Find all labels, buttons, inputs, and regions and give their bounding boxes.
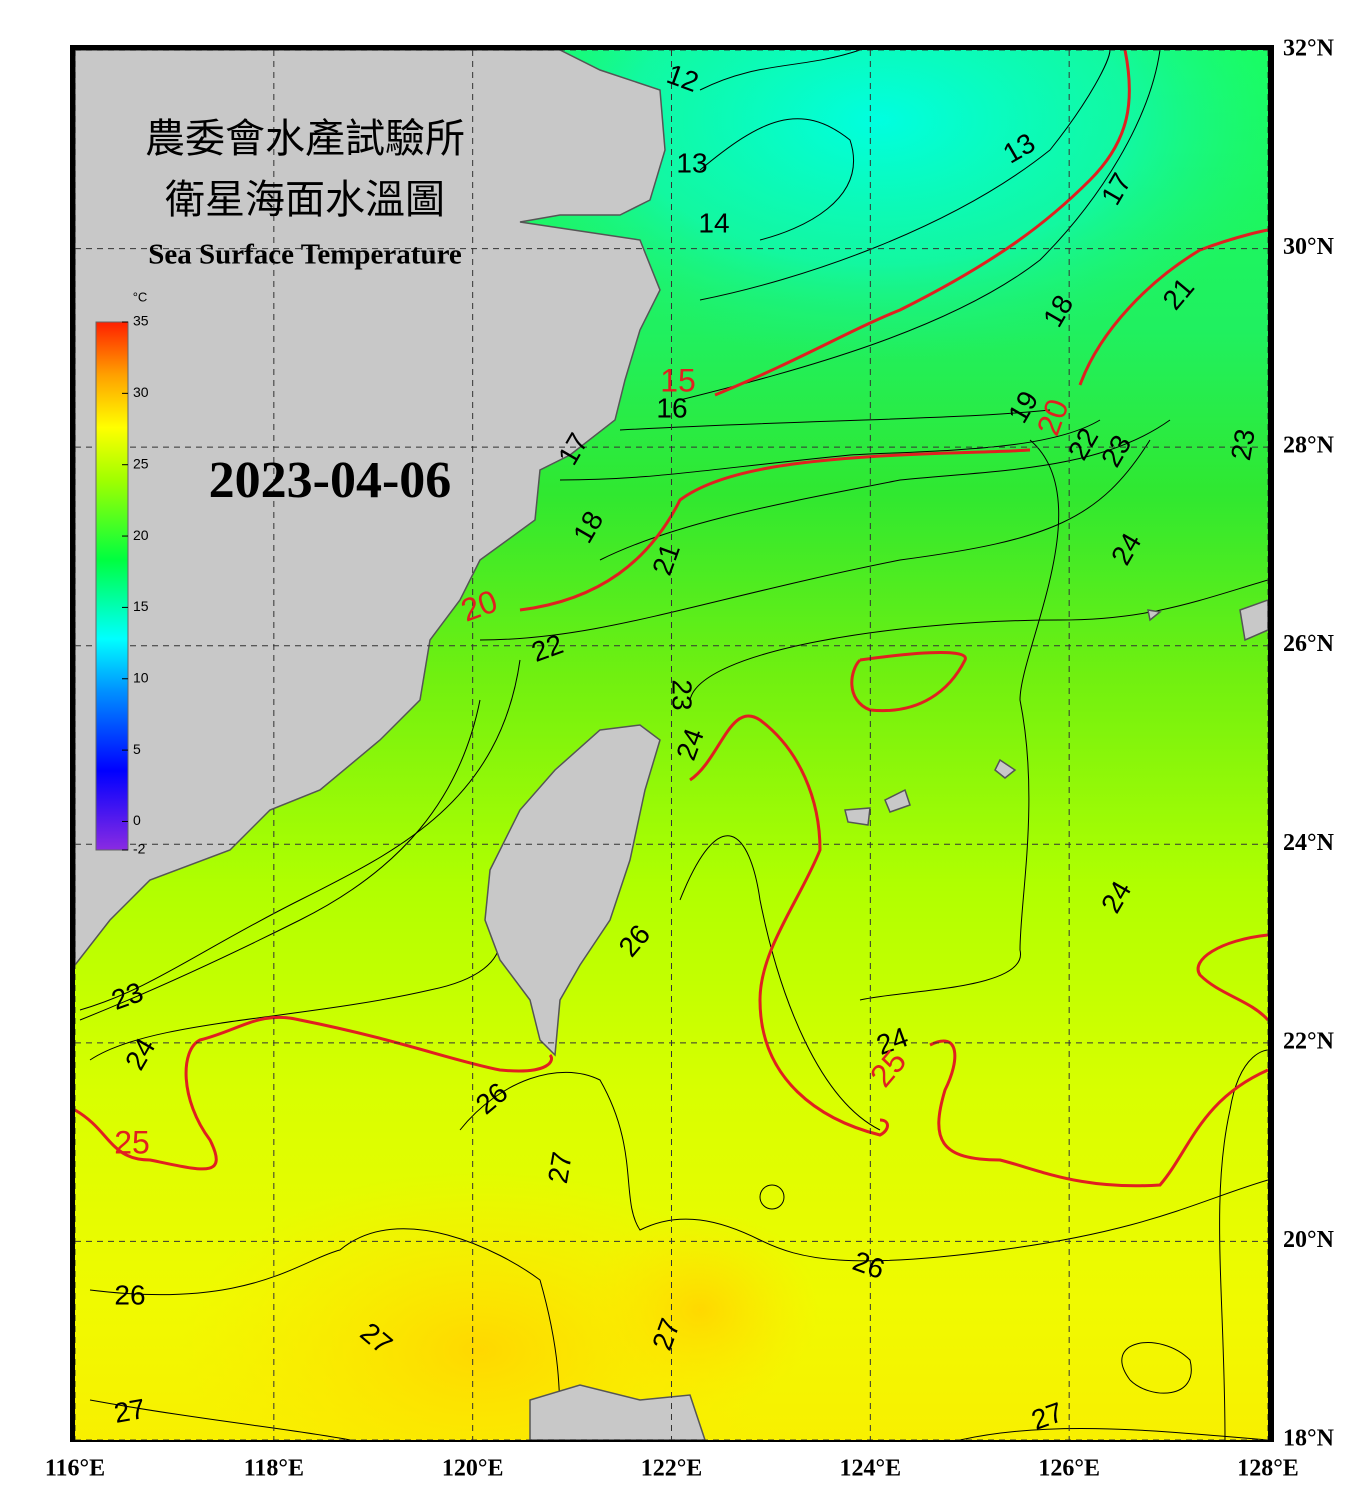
colorbar-tick-label: 5 — [133, 741, 141, 757]
graticule — [75, 50, 1268, 1440]
land — [75, 50, 1268, 1440]
lat-label: 32°N — [1283, 36, 1335, 62]
colorbar-tick-label: 35 — [133, 313, 149, 329]
lat-label: 26°N — [1283, 631, 1335, 657]
isotherms — [79, 50, 1268, 1440]
colorbar-unit: °C — [133, 289, 148, 304]
contour-label: 26 — [114, 1279, 145, 1310]
lon-label: 122°E — [641, 1456, 703, 1482]
lat-label: 20°N — [1283, 1227, 1335, 1253]
colorbar-ticks: 35 30 25 20 15 10 5 0 -2 — [122, 313, 149, 857]
colorbar-tick-label: -2 — [133, 841, 146, 857]
lat-label: 30°N — [1283, 234, 1335, 260]
contour-label: 25 — [114, 1124, 150, 1160]
contour-label: 14 — [698, 207, 729, 238]
title-zh: 農委會水產試驗所 — [145, 116, 465, 161]
lon-label: 116°E — [45, 1456, 105, 1482]
colorbar-tick-label: 20 — [133, 527, 149, 543]
colorbar-tick-label: 15 — [133, 598, 149, 614]
contour-label: 23 — [1225, 427, 1261, 463]
colorbar-tick-label: 25 — [133, 455, 149, 471]
lon-label: 120°E — [442, 1456, 504, 1482]
contour-label: 27 — [542, 1150, 578, 1186]
contour-label: 15 — [660, 362, 696, 398]
contour-label: 16 — [656, 392, 687, 423]
title-en: Sea Surface Temperature — [148, 239, 462, 271]
lat-label: 18°N — [1283, 1426, 1335, 1452]
colorbar-tick-label: 10 — [133, 669, 149, 685]
date: 2023-04-06 — [209, 452, 452, 509]
warm-water — [580, 1210, 820, 1410]
colorbar — [95, 321, 129, 851]
lon-label: 128°E — [1237, 1456, 1299, 1482]
contour-label: 13 — [676, 147, 707, 178]
colorbar-tick-label: 0 — [133, 812, 141, 828]
lat-label: 22°N — [1283, 1028, 1335, 1054]
contour-label: 27 — [112, 1393, 148, 1429]
lon-label: 118°E — [244, 1456, 304, 1482]
lat-label: 24°N — [1283, 830, 1335, 856]
isotherms-major — [75, 50, 1268, 1188]
contour-label: 23 — [667, 679, 698, 710]
axis-labels: 116°E 118°E 120°E 122°E 124°E 126°E 128°E 32°N 3… — [45, 36, 1335, 1482]
lon-label: 124°E — [840, 1456, 902, 1482]
title-zh: 衛星海面水溫圖 — [165, 177, 445, 222]
lat-label: 28°N — [1283, 433, 1335, 459]
colorbar-tick-label: 30 — [133, 384, 149, 400]
lon-label: 126°E — [1038, 1456, 1100, 1482]
